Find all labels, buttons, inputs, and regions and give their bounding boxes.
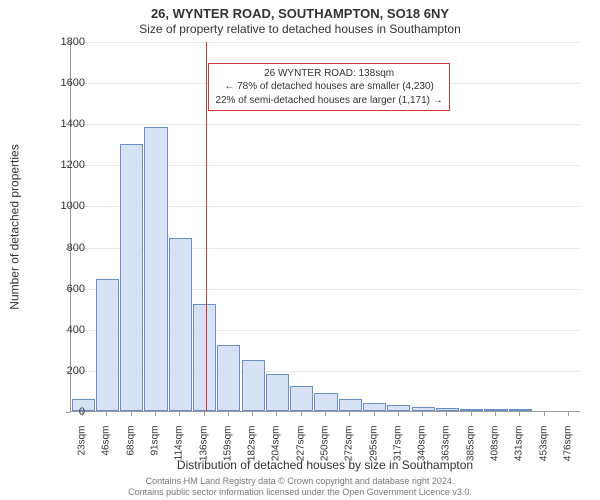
annotation-line: ← 78% of detached houses are smaller (4,…: [215, 80, 442, 94]
x-tick-label: 453sqm: [538, 426, 549, 476]
y-tick-label: 400: [45, 324, 85, 336]
y-tick-mark: [66, 289, 70, 290]
x-tick-label: 476sqm: [562, 426, 573, 476]
x-tick-mark: [349, 412, 350, 416]
y-tick-label: 800: [45, 242, 85, 254]
chart-container: 26, WYNTER ROAD, SOUTHAMPTON, SO18 6NY S…: [0, 0, 600, 500]
x-tick-label: 136sqm: [198, 426, 209, 476]
x-tick-label: 91sqm: [150, 426, 161, 476]
histogram-bar: [460, 409, 483, 411]
y-tick-mark: [66, 42, 70, 43]
x-tick-mark: [495, 412, 496, 416]
y-tick-label: 600: [45, 283, 85, 295]
x-tick-label: 204sqm: [271, 426, 282, 476]
y-tick-mark: [66, 248, 70, 249]
gridline: [71, 124, 580, 125]
y-tick-label: 1600: [45, 77, 85, 89]
histogram-bar: [363, 403, 386, 411]
x-tick-label: 363sqm: [441, 426, 452, 476]
footer-line: Contains public sector information licen…: [0, 487, 600, 498]
histogram-bar: [387, 405, 410, 411]
y-tick-label: 0: [45, 406, 85, 418]
y-tick-label: 1800: [45, 36, 85, 48]
histogram-bar: [217, 345, 240, 411]
x-tick-label: 295sqm: [368, 426, 379, 476]
annotation-line: 26 WYNTER ROAD: 138sqm: [215, 67, 442, 81]
x-tick-label: 159sqm: [222, 426, 233, 476]
annotation-callout: 26 WYNTER ROAD: 138sqm← 78% of detached …: [208, 63, 449, 112]
y-tick-mark: [66, 206, 70, 207]
histogram-bar: [193, 304, 216, 411]
x-tick-mark: [374, 412, 375, 416]
y-tick-mark: [66, 412, 70, 413]
x-tick-mark: [82, 412, 83, 416]
y-tick-mark: [66, 83, 70, 84]
histogram-bar: [339, 399, 362, 411]
x-tick-mark: [106, 412, 107, 416]
x-tick-mark: [568, 412, 569, 416]
x-tick-mark: [131, 412, 132, 416]
x-tick-mark: [325, 412, 326, 416]
x-tick-label: 408sqm: [490, 426, 501, 476]
histogram-bar: [484, 409, 507, 411]
x-tick-mark: [398, 412, 399, 416]
histogram-bar: [314, 393, 337, 412]
histogram-bar: [120, 144, 143, 411]
x-tick-label: 227sqm: [295, 426, 306, 476]
x-tick-label: 23sqm: [77, 426, 88, 476]
y-tick-label: 1400: [45, 118, 85, 130]
footer-attribution: Contains HM Land Registry data © Crown c…: [0, 476, 600, 498]
x-tick-mark: [544, 412, 545, 416]
footer-line: Contains HM Land Registry data © Crown c…: [0, 476, 600, 487]
reference-line: [206, 42, 207, 411]
y-axis-label: Number of detached properties: [6, 42, 24, 412]
annotation-line: 22% of semi-detached houses are larger (…: [215, 94, 442, 108]
x-tick-mark: [155, 412, 156, 416]
x-tick-label: 114sqm: [174, 426, 185, 476]
histogram-bar: [290, 386, 313, 411]
x-tick-label: 182sqm: [247, 426, 258, 476]
plot-area: 26 WYNTER ROAD: 138sqm← 78% of detached …: [70, 42, 580, 412]
x-tick-label: 46sqm: [101, 426, 112, 476]
histogram-bar: [436, 408, 459, 411]
x-tick-label: 431sqm: [514, 426, 525, 476]
y-tick-label: 1200: [45, 159, 85, 171]
x-tick-label: 272sqm: [344, 426, 355, 476]
chart-subtitle: Size of property relative to detached ho…: [0, 22, 600, 36]
x-tick-label: 68sqm: [125, 426, 136, 476]
y-tick-label: 1000: [45, 200, 85, 212]
x-tick-mark: [471, 412, 472, 416]
y-tick-mark: [66, 330, 70, 331]
x-tick-label: 340sqm: [417, 426, 428, 476]
y-tick-label: 200: [45, 365, 85, 377]
x-tick-label: 250sqm: [320, 426, 331, 476]
y-tick-mark: [66, 371, 70, 372]
x-tick-mark: [446, 412, 447, 416]
chart-title: 26, WYNTER ROAD, SOUTHAMPTON, SO18 6NY: [0, 6, 600, 21]
x-tick-mark: [252, 412, 253, 416]
histogram-bar: [169, 238, 192, 411]
x-tick-mark: [301, 412, 302, 416]
x-tick-mark: [179, 412, 180, 416]
histogram-bar: [96, 279, 119, 411]
histogram-bar: [509, 409, 532, 411]
x-tick-mark: [422, 412, 423, 416]
x-tick-mark: [204, 412, 205, 416]
x-tick-mark: [519, 412, 520, 416]
gridline: [71, 42, 580, 43]
histogram-bar: [242, 360, 265, 411]
y-tick-mark: [66, 165, 70, 166]
x-tick-label: 385sqm: [465, 426, 476, 476]
histogram-bar: [412, 407, 435, 411]
x-tick-mark: [228, 412, 229, 416]
x-tick-mark: [276, 412, 277, 416]
histogram-bar: [144, 127, 167, 411]
histogram-bar: [266, 374, 289, 411]
y-tick-mark: [66, 124, 70, 125]
x-tick-label: 317sqm: [392, 426, 403, 476]
